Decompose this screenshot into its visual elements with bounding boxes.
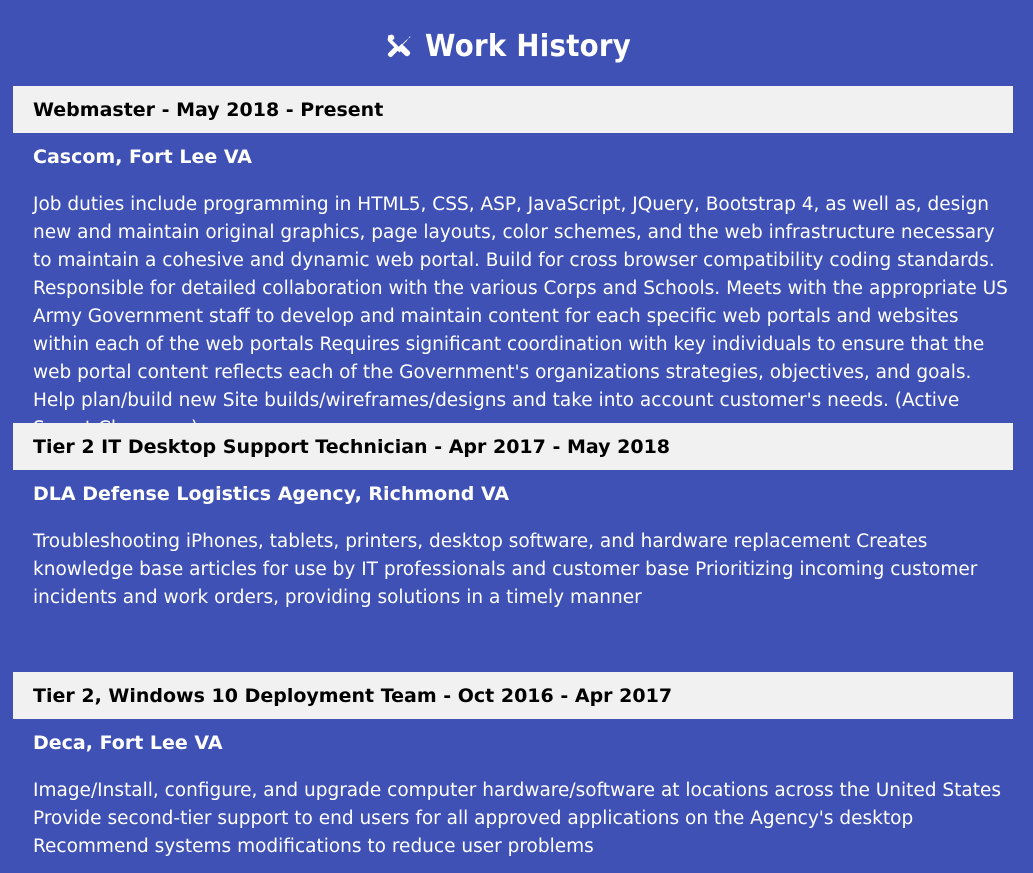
job-company: Cascom, Fort Lee VA: [33, 146, 252, 168]
job-company: DLA Defense Logistics Agency, Richmond V…: [33, 483, 510, 505]
job-header: Tier 2 IT Desktop Support Technician - A…: [13, 423, 1013, 470]
section-heading: Work History: [424, 28, 631, 64]
job-description: Image/Install, configure, and upgrade co…: [33, 780, 1002, 857]
job-header: Webmaster - May 2018 - Present: [13, 86, 1013, 133]
job-description: Job duties include programming in HTML5,…: [33, 194, 1008, 439]
job-header: Tier 2, Windows 10 Deployment Team - Oct…: [13, 672, 1013, 719]
job-entry: Tier 2 IT Desktop Support Technician - A…: [0, 423, 1033, 672]
tools-icon: [385, 32, 413, 60]
job-company: Deca, Fort Lee VA: [33, 732, 223, 754]
job-entry: Webmaster - May 2018 - Present Cascom, F…: [0, 86, 1033, 439]
section-title: Work History: [0, 0, 1033, 86]
job-description: Troubleshooting iPhones, tablets, printe…: [33, 531, 978, 608]
job-entry: Tier 2, Windows 10 Deployment Team - Oct…: [0, 672, 1033, 861]
